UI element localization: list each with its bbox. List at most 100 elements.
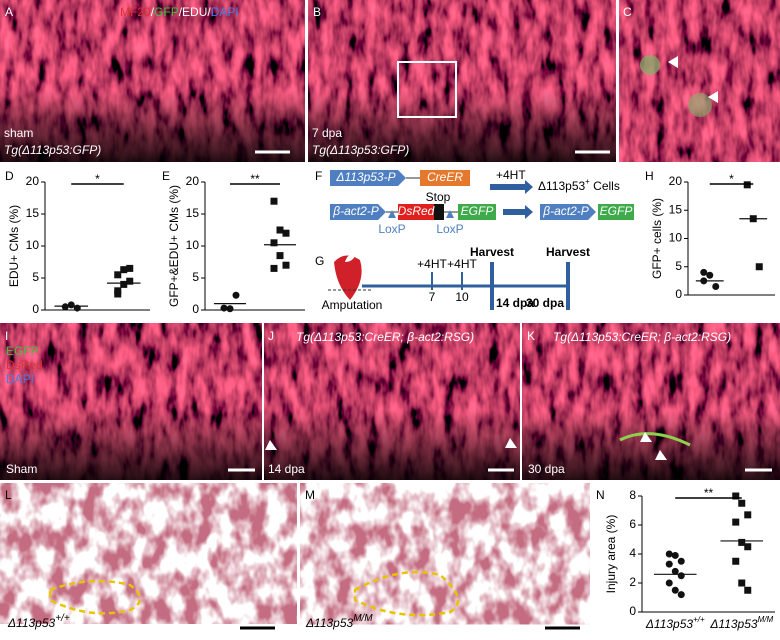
shade [308, 0, 616, 162]
data-point [700, 268, 708, 276]
significance: * [95, 172, 100, 186]
panel-label: D [5, 169, 14, 183]
y-tick-label: 5 [192, 270, 199, 284]
y-axis-label: Injury area (%) [604, 515, 618, 594]
data-point [665, 560, 673, 568]
panel-label: G [315, 254, 324, 268]
line-label: Tg(Δ113p53:GFP) [312, 143, 409, 157]
y-tick-label: 15 [669, 202, 683, 216]
panel-label: M [305, 488, 315, 502]
data-point [677, 557, 685, 565]
data-point [120, 266, 128, 274]
y-tick-label: 15 [26, 206, 40, 220]
creer-box [420, 170, 470, 186]
timepoint-label: 30 dpa [526, 296, 564, 310]
line-label: Tg(Δ113p53:GFP) [4, 143, 101, 157]
day: 7 [429, 290, 436, 304]
y-tick-label: 6 [629, 517, 636, 531]
shade [264, 323, 520, 480]
treatment: +4HT [447, 257, 477, 271]
treatment: +4HT [417, 257, 447, 271]
condition: Sham [6, 462, 37, 476]
timeline-diagram: Amputation +4HT +4HT 7 10 Harvest Harves… [322, 245, 590, 312]
condition: 14 dpa [268, 462, 305, 476]
data-point [270, 197, 278, 205]
arrowhead [640, 432, 652, 442]
y-tick-label: 20 [186, 174, 200, 188]
egfp-box [458, 204, 496, 220]
data-point [282, 229, 290, 237]
promoter-label: β-act2-P [542, 204, 589, 218]
y-tick-label: 10 [26, 238, 40, 252]
data-point [114, 290, 122, 298]
category-text: Δ113p53 [645, 617, 694, 631]
y-tick-label: 2 [629, 575, 636, 589]
panel-label: K [527, 329, 535, 343]
data-point [276, 252, 284, 260]
data-point [738, 499, 746, 507]
panel-label: A [5, 5, 13, 19]
data-point [706, 271, 714, 279]
loxp [446, 210, 454, 218]
y-tick-label: 20 [26, 174, 40, 188]
significance: * [729, 172, 734, 186]
data-point [220, 304, 228, 312]
harvest: Harvest [470, 245, 514, 259]
panel-label: I [5, 329, 8, 343]
data-point [276, 226, 284, 234]
panel-label: E [162, 169, 170, 183]
genotype: Δ113p53M/M [305, 613, 373, 631]
image-c [619, 0, 780, 162]
data-point [282, 261, 290, 269]
arrow [490, 180, 533, 194]
arrowhead [265, 440, 277, 450]
condition: 7 dpa [312, 126, 342, 140]
y-tick-label: 8 [629, 488, 636, 502]
gfp-cell [688, 93, 712, 117]
egfp-box [598, 204, 634, 220]
image-l [0, 483, 297, 624]
line-label: Tg(Δ113p53:CreER; β-act2:RSG) [296, 330, 474, 344]
y-axis-label: GFP+&EDU+ CMs (%) [167, 185, 181, 307]
heart-icon [334, 255, 362, 300]
y-tick-label: 10 [186, 238, 200, 252]
data-point [226, 305, 234, 313]
dsred-label: DsRed [398, 204, 435, 218]
loxp-label: LoxP [436, 222, 463, 236]
heart-icon [345, 254, 355, 262]
data-point [126, 264, 134, 272]
line-label: Tg(Δ113p53:CreER; β-act2:RSG) [553, 330, 731, 344]
data-point [712, 283, 720, 291]
data-point [120, 280, 128, 288]
y-axis-label: EDU+ CMs (%) [7, 205, 21, 287]
data-point [232, 291, 240, 299]
data-point [61, 303, 69, 311]
arrow [503, 205, 533, 219]
data-point [67, 301, 75, 309]
y-tick-label: 0 [192, 302, 199, 316]
panel-label: N [596, 488, 605, 502]
promoter-label: Δ113p53-P [335, 170, 395, 184]
cells-label: Δ113p53+ Cells [538, 177, 620, 193]
data-point [744, 586, 752, 594]
promoter [330, 170, 406, 186]
data-point [114, 271, 122, 279]
promoter [330, 204, 386, 220]
condition: sham [4, 126, 33, 140]
data-point [738, 538, 746, 546]
data-point [732, 518, 740, 526]
shade [0, 323, 262, 480]
data-point [270, 264, 278, 272]
category-sup: +/+ [693, 615, 705, 624]
panel-label: F [315, 169, 322, 183]
gfp-signal [619, 432, 691, 447]
panel-label: L [5, 488, 12, 502]
y-tick-label: 5 [32, 270, 39, 284]
shade [522, 323, 780, 480]
data-point [743, 181, 751, 189]
data-point [665, 579, 673, 587]
genotype: Δ113p53+/+ [7, 613, 70, 631]
data-point [677, 572, 685, 580]
